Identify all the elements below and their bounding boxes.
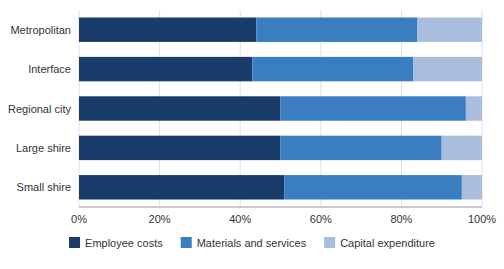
x-tick-label: 20% — [149, 213, 171, 225]
legend-swatch — [69, 237, 80, 248]
series — [413, 17, 482, 199]
bar — [79, 17, 256, 41]
bar — [256, 17, 417, 41]
legend-label: Employee costs — [85, 237, 163, 249]
y-tick-label: Metropolitan — [10, 24, 71, 36]
x-tick-label: 100% — [468, 213, 496, 225]
bar — [252, 57, 413, 81]
bar — [281, 136, 442, 160]
chart-container: 0% 20% 40% 60% 80% 100% Metropolitan Interface R… — [0, 0, 504, 269]
bar — [79, 57, 252, 81]
x-axis-line — [79, 207, 482, 208]
bar — [466, 96, 482, 120]
y-axis: Metropolitan Interface Regional city Large … — [8, 24, 71, 194]
legend-label: Materials and services — [197, 237, 307, 249]
x-tick-label: 40% — [229, 213, 251, 225]
bar — [413, 57, 482, 81]
bar — [281, 96, 466, 120]
x-tick-label: 60% — [310, 213, 332, 225]
series — [79, 17, 285, 199]
bar — [285, 175, 462, 199]
legend-swatch — [324, 237, 335, 248]
legend-item: Employee costs — [69, 237, 163, 249]
x-axis: 0% 20% 40% 60% 80% 100% — [71, 207, 496, 225]
bar — [418, 17, 482, 41]
legend: Employee costs Materials and services Capi… — [69, 237, 435, 249]
bar — [462, 175, 482, 199]
bar — [79, 96, 281, 120]
x-tick-label: 80% — [390, 213, 412, 225]
bar — [442, 136, 482, 160]
legend-label: Capital expenditure — [340, 237, 435, 249]
bar — [79, 136, 281, 160]
legend-item: Materials and services — [181, 237, 307, 249]
y-tick-label: Large shire — [16, 142, 71, 154]
y-tick-label: Small shire — [17, 181, 71, 193]
y-tick-label: Regional city — [8, 103, 71, 115]
legend-swatch — [181, 237, 192, 248]
series — [252, 17, 466, 199]
bar — [79, 175, 285, 199]
y-tick-label: Interface — [28, 63, 71, 75]
grid — [79, 10, 482, 207]
bars — [79, 17, 482, 199]
x-tick-label: 0% — [71, 213, 87, 225]
chart-svg: 0% 20% 40% 60% 80% 100% Metropolitan Interface R… — [0, 0, 504, 269]
legend-item: Capital expenditure — [324, 237, 435, 249]
